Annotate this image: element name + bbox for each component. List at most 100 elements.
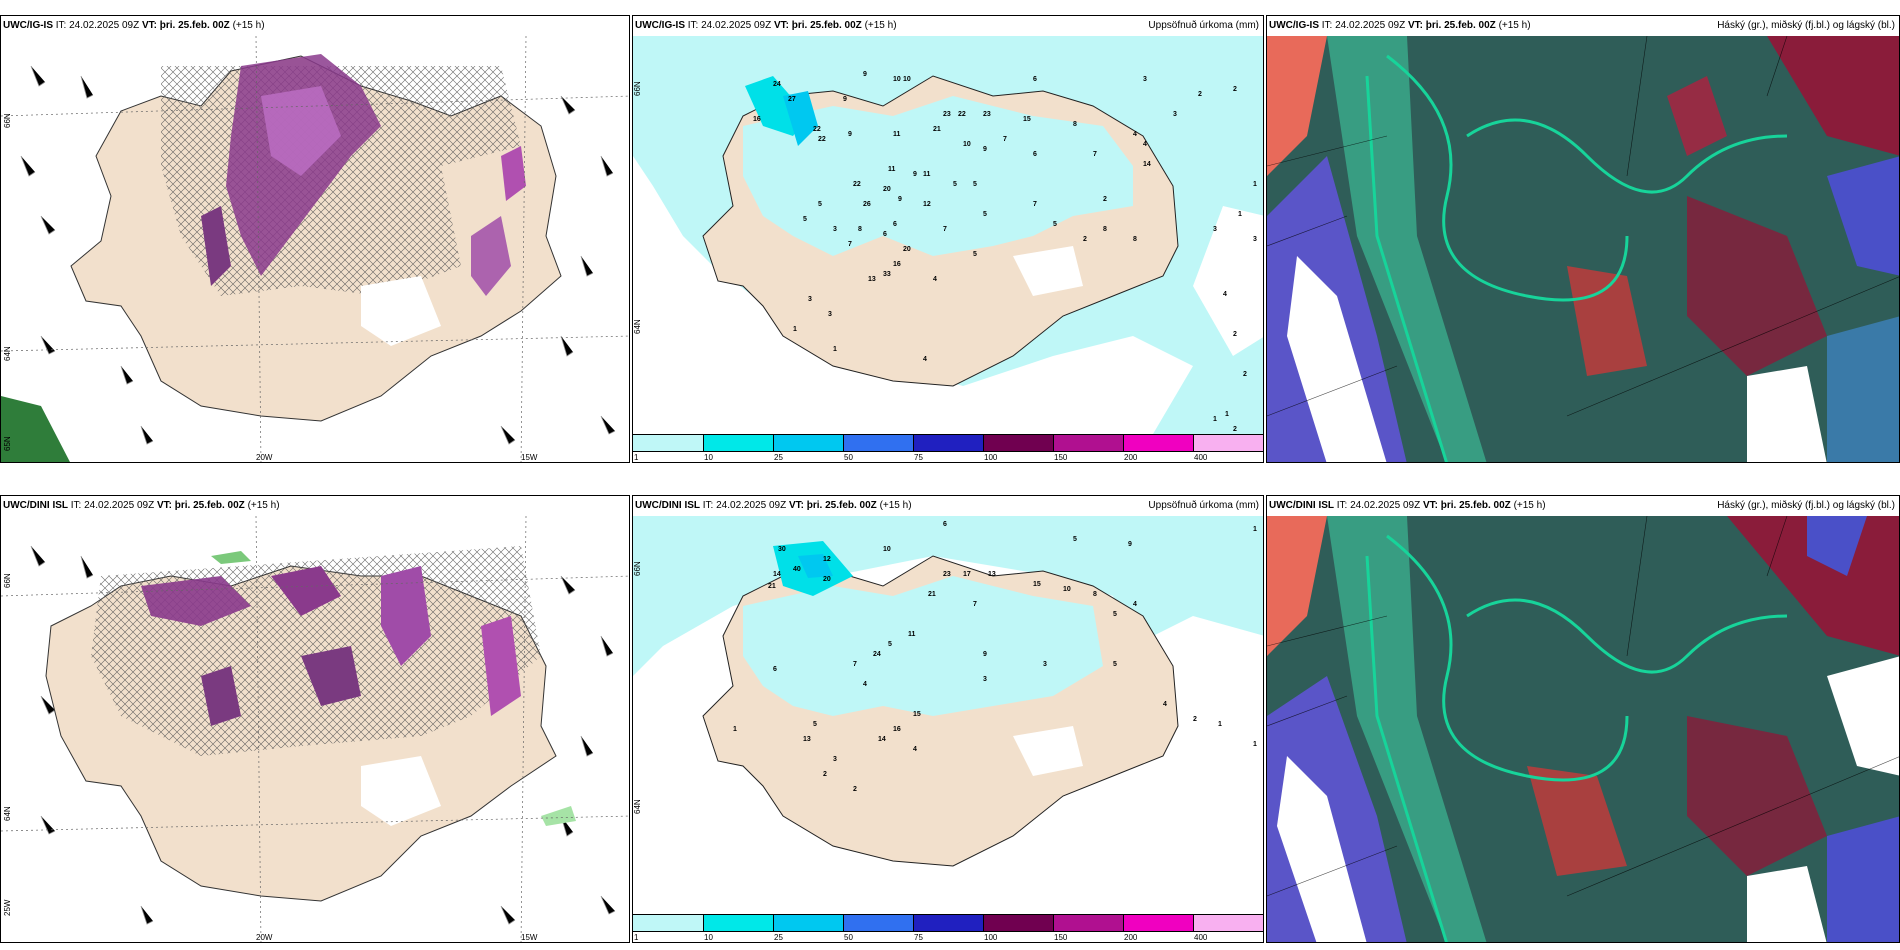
svg-text:1: 1 [1253, 741, 1257, 748]
svg-text:10: 10 [883, 546, 891, 553]
svg-text:1: 1 [1238, 211, 1242, 218]
svg-text:1: 1 [1218, 721, 1222, 728]
svg-text:6: 6 [773, 666, 777, 673]
svg-text:3: 3 [1143, 76, 1147, 83]
colorbar-tick: 150 [1054, 453, 1068, 462]
lat-label-64: 64N [633, 319, 642, 334]
svg-text:4: 4 [923, 356, 927, 363]
svg-text:9: 9 [863, 71, 867, 78]
svg-text:5: 5 [973, 181, 977, 188]
panel-dini-precip: UWC/DINI ISL IT: 24.02.2025 09Z VT: þri.… [632, 495, 1264, 943]
svg-text:5: 5 [803, 216, 807, 223]
svg-text:12: 12 [823, 556, 831, 563]
svg-text:5: 5 [973, 251, 977, 258]
panel-title: UWC/DINI ISL IT: 24.02.2025 09Z VT: þri.… [1, 496, 629, 516]
colorbar-tick: 100 [984, 453, 998, 462]
svg-text:10: 10 [903, 76, 911, 83]
map-icing [1, 36, 629, 462]
svg-text:1: 1 [1253, 181, 1257, 188]
svg-text:4: 4 [913, 746, 917, 753]
colorbar-tick: 400 [1194, 453, 1208, 462]
panel-ig-clouds: UWC/IG-IS IT: 24.02.2025 09Z VT: þri. 25… [1266, 15, 1900, 463]
svg-text:5: 5 [983, 211, 987, 218]
svg-text:11: 11 [893, 131, 901, 138]
lat-label-64: 64N [3, 806, 12, 821]
colorbar-tick: 75 [914, 933, 923, 942]
svg-text:12: 12 [923, 201, 931, 208]
colorbar-tick: 10 [704, 453, 713, 462]
colorbar-cell [633, 914, 704, 932]
svg-text:7: 7 [848, 241, 852, 248]
colorbar-cell [1054, 434, 1124, 452]
panel-dini-clouds: UWC/DINI ISL IT: 24.02.2025 09Z VT: þri.… [1266, 495, 1900, 943]
svg-text:15: 15 [913, 711, 921, 718]
svg-text:3: 3 [983, 676, 987, 683]
svg-text:6: 6 [1033, 151, 1037, 158]
colorbar-cell [1194, 914, 1263, 932]
precip-values: 6 5 1 9 10 12 30 40 14 21 20 23 17 13 15… [733, 521, 1257, 793]
cloud-contours [1365, 54, 1788, 462]
svg-text:2: 2 [1103, 196, 1107, 203]
svg-text:3: 3 [1043, 661, 1047, 668]
svg-text:8: 8 [1093, 591, 1097, 598]
panel-title: UWC/IG-IS IT: 24.02.2025 09Z VT: þri. 25… [1267, 16, 1899, 36]
svg-text:1: 1 [1225, 411, 1229, 418]
colorbar-tick: 1 [634, 933, 639, 942]
colorbar-tick: 75 [914, 453, 923, 462]
lon-label-20w: 20W [256, 453, 273, 462]
svg-text:23: 23 [943, 571, 951, 578]
lat-label-66: 66N [3, 113, 12, 128]
colorbar-cell [1054, 914, 1124, 932]
colorbar-cell [914, 434, 984, 452]
svg-text:20: 20 [883, 186, 891, 193]
panel-title: UWC/IG-IS IT: 24.02.2025 09Z VT: þri. 25… [1, 16, 629, 36]
svg-text:3: 3 [833, 756, 837, 763]
colorbar-cell [1124, 434, 1194, 452]
svg-text:16: 16 [893, 261, 901, 268]
lon-label-15w: 15W [521, 453, 538, 462]
colorbar-tick: 25 [774, 933, 783, 942]
colorbar-cell [844, 434, 914, 452]
svg-text:26: 26 [863, 201, 871, 208]
svg-text:3: 3 [833, 226, 837, 233]
colorbar-cell [984, 914, 1054, 932]
colorbar-tick: 150 [1054, 933, 1068, 942]
svg-text:17: 17 [963, 571, 971, 578]
svg-text:21: 21 [933, 126, 941, 133]
svg-text:40: 40 [793, 566, 801, 573]
svg-text:8: 8 [1103, 226, 1107, 233]
svg-text:6: 6 [883, 231, 887, 238]
svg-text:2: 2 [853, 786, 857, 793]
svg-text:5: 5 [1113, 661, 1117, 668]
svg-text:8: 8 [1073, 121, 1077, 128]
precip-values: 9 10 10 6 3 3 2 2 16 24 27 22 22 9 9 23 … [753, 71, 1257, 433]
svg-text:22: 22 [853, 181, 861, 188]
svg-text:9: 9 [913, 171, 917, 178]
svg-text:20: 20 [823, 576, 831, 583]
svg-text:3: 3 [1213, 226, 1217, 233]
panel-dini-cloud-ice: UWC/DINI ISL IT: 24.02.2025 09Z VT: þri.… [0, 495, 630, 943]
lat-label-66: 66N [3, 573, 12, 588]
svg-text:4: 4 [1163, 701, 1167, 708]
svg-text:24: 24 [773, 81, 781, 88]
colorbar-cell [1194, 434, 1263, 452]
svg-text:8: 8 [1133, 236, 1137, 243]
lat-label-65: 65N [3, 436, 12, 451]
svg-text:4: 4 [933, 276, 937, 283]
svg-text:10: 10 [1063, 586, 1071, 593]
svg-text:9: 9 [1128, 541, 1132, 548]
colorbar-cell [914, 914, 984, 932]
svg-text:5: 5 [1113, 611, 1117, 618]
colorbar-tick: 10 [704, 933, 713, 942]
svg-text:2: 2 [1233, 331, 1237, 338]
svg-text:11: 11 [908, 631, 916, 638]
svg-text:9: 9 [898, 196, 902, 203]
svg-text:2: 2 [1243, 371, 1247, 378]
colorbar-tick: 25 [774, 453, 783, 462]
panel-title: UWC/IG-IS IT: 24.02.2025 09Z VT: þri. 25… [633, 16, 1263, 36]
lat-label-25w: 25W [3, 899, 12, 916]
svg-text:13: 13 [868, 276, 876, 283]
lat-label-66: 66N [633, 561, 642, 576]
svg-text:7: 7 [1033, 201, 1037, 208]
svg-text:3: 3 [828, 311, 832, 318]
